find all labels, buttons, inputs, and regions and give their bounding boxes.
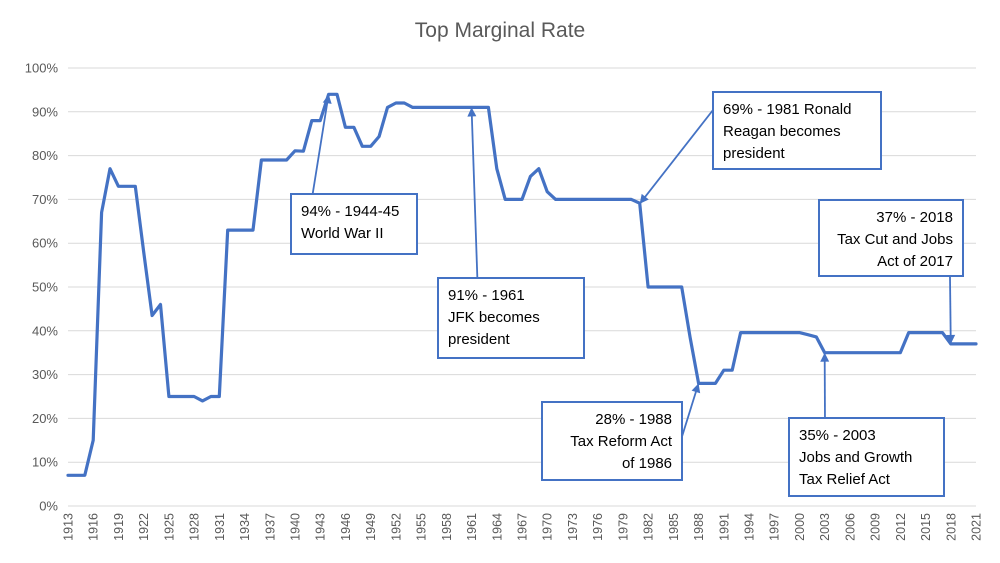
annotation-text: Tax Reform Act <box>570 433 673 450</box>
x-tick-label: 1994 <box>743 513 757 541</box>
y-tick-label: 0% <box>39 499 58 514</box>
annotation-arrow <box>638 109 714 205</box>
x-tick-label: 1958 <box>440 513 454 541</box>
x-tick-label: 2021 <box>970 513 984 541</box>
annotation-text: president <box>723 145 786 162</box>
arrow-head <box>639 193 649 204</box>
arrow-head <box>946 334 956 344</box>
arrow-head <box>820 352 830 362</box>
annotation-text: Tax Cut and Jobs <box>837 231 953 248</box>
x-tick-label: 1943 <box>314 513 328 541</box>
annotation-box <box>788 417 945 497</box>
annotation-text: 94% - 1944-45 <box>301 203 399 220</box>
annotation-box <box>290 193 418 255</box>
y-tick-label: 100% <box>25 61 59 76</box>
annotation-text: World War II <box>301 225 384 242</box>
arrow-head <box>322 94 332 104</box>
x-tick-label: 1961 <box>465 513 479 541</box>
x-tick-label: 2000 <box>793 513 807 541</box>
x-tick-label: 1976 <box>591 513 605 541</box>
x-tick-label: 1973 <box>566 513 580 541</box>
x-tick-label: 1985 <box>667 513 681 541</box>
x-tick-label: 1928 <box>188 513 202 541</box>
chart-title: Top Marginal Rate <box>415 19 585 42</box>
x-axis-ticks: 1913 1916 1919 1922 1925 1928 1931 1934 1937 1940… <box>62 513 984 541</box>
annotation: 37% - 2018 Tax Cut and Jobs Act of 2017 <box>818 199 964 344</box>
x-tick-label: 1922 <box>137 513 151 541</box>
annotation: 28% - 1988 Tax Reform Act of 1986 <box>541 383 701 481</box>
x-tick-label: 2003 <box>818 513 832 541</box>
x-tick-label: 1952 <box>389 513 403 541</box>
x-tick-label: 1949 <box>364 513 378 541</box>
x-tick-label: 2018 <box>944 513 958 541</box>
x-tick-label: 2009 <box>869 513 883 541</box>
annotation: 35% - 2003 Jobs and Growth Tax Relief Act <box>788 352 945 497</box>
y-tick-label: 70% <box>32 192 58 207</box>
x-tick-label: 1946 <box>339 513 353 541</box>
annotation-box <box>541 401 683 481</box>
annotation-arrow <box>949 276 952 344</box>
x-tick-label: 1970 <box>541 513 555 541</box>
x-tick-label: 1988 <box>692 513 706 541</box>
annotation-text: Reagan becomes <box>723 123 841 140</box>
y-tick-label: 40% <box>32 323 58 338</box>
x-tick-label: 1919 <box>112 513 126 541</box>
y-tick-label: 90% <box>32 104 58 119</box>
annotation-box <box>712 91 882 170</box>
annotation-text: Act of 2017 <box>877 253 953 270</box>
annotation-text: Tax Relief Act <box>799 471 891 488</box>
annotation-text: president <box>448 331 511 348</box>
x-tick-label: 2015 <box>919 513 933 541</box>
annotation-text: 37% - 2018 <box>876 209 953 226</box>
y-axis-ticks: 0% 10% 20% 30% 40% 50% 60% 70% 80% 90% 100% <box>25 61 59 514</box>
arrow-head <box>691 383 701 394</box>
x-tick-label: 1982 <box>642 513 656 541</box>
x-tick-label: 2006 <box>843 513 857 541</box>
x-tick-label: 1937 <box>263 513 277 541</box>
x-tick-label: 1997 <box>768 513 782 541</box>
y-tick-label: 60% <box>32 236 58 251</box>
annotations: 94% - 1944-45 World War II 91% - 1961 JFK b… <box>290 91 964 497</box>
annotation-text: 28% - 1988 <box>595 411 672 428</box>
x-tick-label: 2012 <box>894 513 908 541</box>
annotation-text: of 1986 <box>622 455 672 472</box>
x-tick-label: 1913 <box>62 513 76 541</box>
arrow-head <box>467 107 477 117</box>
x-tick-label: 1967 <box>516 513 530 541</box>
x-tick-label: 1916 <box>87 513 101 541</box>
annotation-text: Jobs and Growth <box>799 449 912 466</box>
y-tick-label: 50% <box>32 280 58 295</box>
y-tick-label: 20% <box>32 411 58 426</box>
y-tick-label: 10% <box>32 455 58 470</box>
y-tick-label: 30% <box>32 367 58 382</box>
annotation-arrow <box>679 383 700 444</box>
annotation-text: 69% - 1981 Ronald <box>723 101 851 118</box>
annotation-box <box>437 277 585 359</box>
x-tick-label: 1979 <box>616 513 630 541</box>
x-tick-label: 1955 <box>415 513 429 541</box>
x-tick-label: 1991 <box>717 513 731 541</box>
annotation-text: JFK becomes <box>448 309 540 326</box>
annotation: 91% - 1961 JFK becomes president <box>437 107 585 359</box>
x-tick-label: 1934 <box>238 513 252 541</box>
annotation: 69% - 1981 Ronald Reagan becomes president <box>638 91 882 205</box>
x-tick-label: 1940 <box>289 513 303 541</box>
annotation-box <box>818 199 964 277</box>
x-tick-label: 1964 <box>490 513 504 541</box>
x-tick-label: 1931 <box>213 513 227 541</box>
x-tick-label: 1925 <box>162 513 176 541</box>
annotation: 94% - 1944-45 World War II <box>290 94 418 255</box>
annotation-text: 35% - 2003 <box>799 427 876 444</box>
y-tick-label: 80% <box>32 148 58 163</box>
annotation-text: 91% - 1961 <box>448 287 525 304</box>
